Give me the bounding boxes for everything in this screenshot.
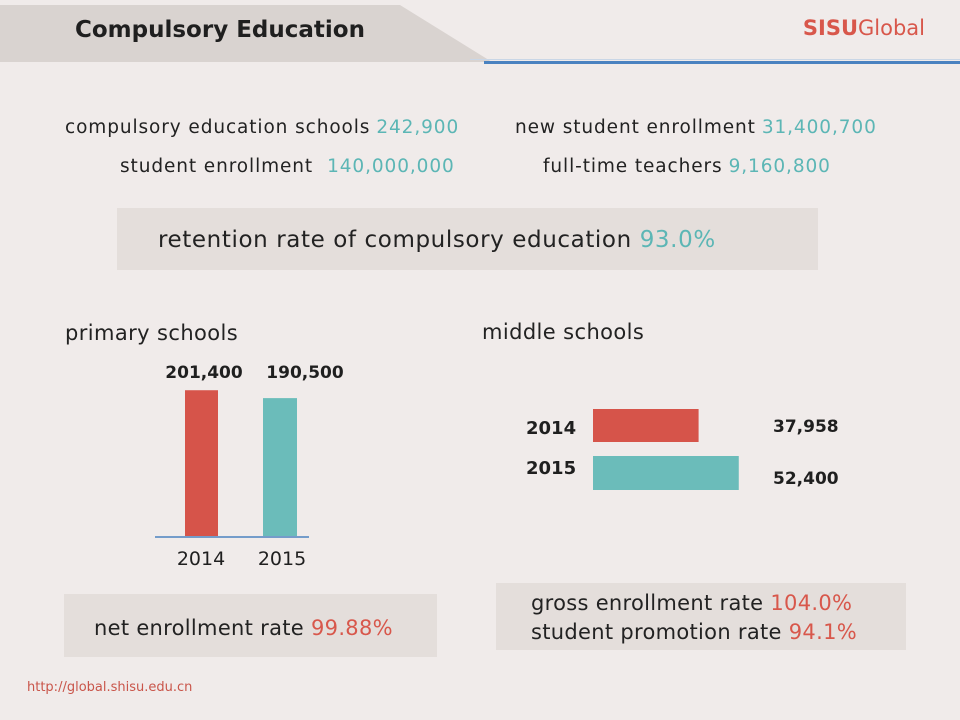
- header-divider: [484, 61, 960, 64]
- middle-category-label-2015: 2015: [526, 458, 576, 479]
- primary-schools-title: primary schools: [65, 321, 239, 345]
- stat-label: student enrollment: [120, 156, 314, 177]
- stat-value: 140,000,000: [327, 156, 455, 177]
- promotion-rate-text: student promotion rate 94.1%: [531, 618, 857, 647]
- primary-value-label-2015: 190,500: [266, 363, 344, 383]
- stat-new-enrollment: new student enrollment 31,400,700: [515, 117, 877, 139]
- stat-schools: compulsory education schools 242,900: [65, 117, 459, 139]
- middle-rates-panel: gross enrollment rate 104.0% student pro…: [496, 583, 906, 650]
- stat-label: compulsory education schools: [65, 117, 371, 138]
- stat-label: full-time teachers: [543, 156, 723, 177]
- primary-bar-2015: [263, 398, 297, 536]
- primary-bar-2014: [185, 390, 218, 536]
- gross-enrollment-text: gross enrollment rate 104.0%: [531, 589, 852, 618]
- retention-value: 93.0%: [639, 227, 716, 253]
- middle-schools-title: middle schools: [482, 320, 645, 344]
- gross-enrollment-value: 104.0%: [770, 591, 853, 615]
- middle-category-label-2014: 2014: [526, 418, 576, 439]
- middle-bar-2014: [593, 409, 699, 442]
- header-divider-light: [470, 59, 960, 60]
- footer-url-link[interactable]: http://global.shisu.edu.cn: [27, 680, 193, 695]
- net-enrollment-panel: net enrollment rate 99.88%: [64, 594, 437, 657]
- brand-logo-sisu: SISU: [802, 16, 858, 40]
- net-enrollment-value: 99.88%: [311, 616, 393, 640]
- retention-text: retention rate of compulsory education 9…: [158, 208, 716, 272]
- net-enrollment-label: net enrollment rate: [94, 616, 305, 640]
- gross-enrollment-label: gross enrollment rate: [531, 591, 764, 615]
- primary-value-label-2014: 201,400: [165, 363, 243, 383]
- stat-student-enrollment: student enrollment 140,000,000: [120, 156, 455, 178]
- stat-value: 9,160,800: [728, 156, 831, 177]
- stat-teachers: full-time teachers 9,160,800: [543, 156, 831, 178]
- primary-schools-chart: 201,400 190,500 2014 2015: [155, 363, 344, 570]
- stat-value: 31,400,700: [761, 117, 877, 138]
- stat-value: 242,900: [376, 117, 460, 138]
- middle-schools-chart: 2014 2015 37,958 52,400: [526, 409, 839, 490]
- primary-category-label-2015: 2015: [258, 548, 306, 570]
- header-banner: [0, 5, 492, 62]
- primary-category-label-2014: 2014: [177, 548, 225, 570]
- stat-label: new student enrollment: [515, 117, 756, 138]
- middle-value-label-2015: 52,400: [773, 469, 839, 489]
- middle-value-label-2014: 37,958: [773, 417, 839, 437]
- page-title: Compulsory Education: [75, 17, 365, 43]
- net-enrollment-text: net enrollment rate 99.88%: [94, 594, 393, 662]
- promotion-rate-label: student promotion rate: [531, 620, 782, 644]
- promotion-rate-value: 94.1%: [788, 620, 857, 644]
- brand-logo: SISUGlobal: [803, 14, 925, 42]
- retention-panel: retention rate of compulsory education 9…: [117, 208, 818, 270]
- retention-label: retention rate of compulsory education: [158, 227, 632, 253]
- middle-bar-2015: [593, 456, 739, 490]
- brand-logo-global: Global: [858, 16, 925, 40]
